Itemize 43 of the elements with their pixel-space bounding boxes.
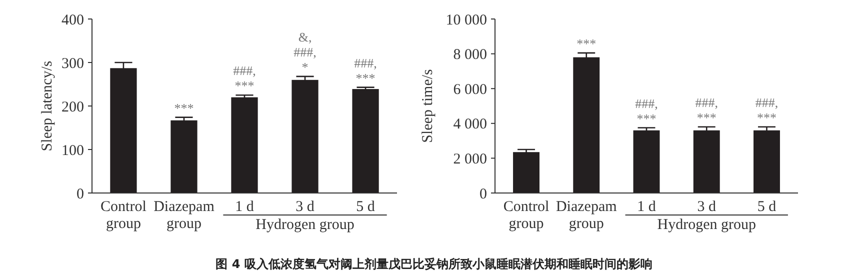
y-tick-label: 400 [62,12,84,28]
bar [231,97,258,193]
y-tick-label: 10 000 [446,12,487,28]
annotation: ###, *** [354,55,377,86]
annotation: *** [576,36,596,51]
bar [633,130,660,193]
x-tick-label: 1 d [637,199,656,215]
annotation: ###, *** [695,94,718,125]
y-tick-label: 300 [62,56,84,72]
y-tick-label: 8 000 [453,47,487,64]
bar [170,120,198,193]
annotation: ###, *** [755,94,778,125]
x-tick-label: Control group [503,199,550,232]
x-tick-label: 1 d [235,199,254,215]
annotation: &, ###, * [294,29,316,74]
y-tick-label: 0 [480,186,487,202]
text: Hydrogen group [256,217,354,233]
y-axis-title: Sleep latency/s [40,60,56,152]
x-tick-label: 5 d [356,199,376,215]
caption: 图 4 吸入低浓度氢气对阈上剂量戊巴比妥钠所致小鼠睡眠潜伏期和睡眠时间的影响 [216,257,652,271]
y-tick-label: 0 [76,186,84,202]
x-tick-label: 5 d [757,199,777,215]
y-tick-label: 6 000 [453,82,487,98]
y-axis-title: Sleep time/s [420,68,436,143]
annotation: ###, *** [233,63,256,94]
bar [513,152,540,193]
x-tick-label: Diazepam group [556,199,618,232]
bar [693,130,720,193]
x-tick-label: 3 d [697,199,716,215]
x-tick-label: Control group [100,199,146,232]
text: Hydrogen group [657,217,756,233]
bar [292,80,318,193]
y-tick-label: 2 000 [453,151,487,168]
y-tick-label: 4 000 [453,116,487,133]
bar [573,57,600,193]
bar [754,130,780,193]
x-tick-label: 3 d [296,199,315,215]
y-tick-label: 200 [62,99,84,116]
annotation: *** [174,100,194,116]
y-tick-label: 100 [62,142,84,159]
x-tick-label: Diazepam group [154,199,215,232]
bar [352,89,379,193]
annotation: ###, *** [635,96,658,126]
